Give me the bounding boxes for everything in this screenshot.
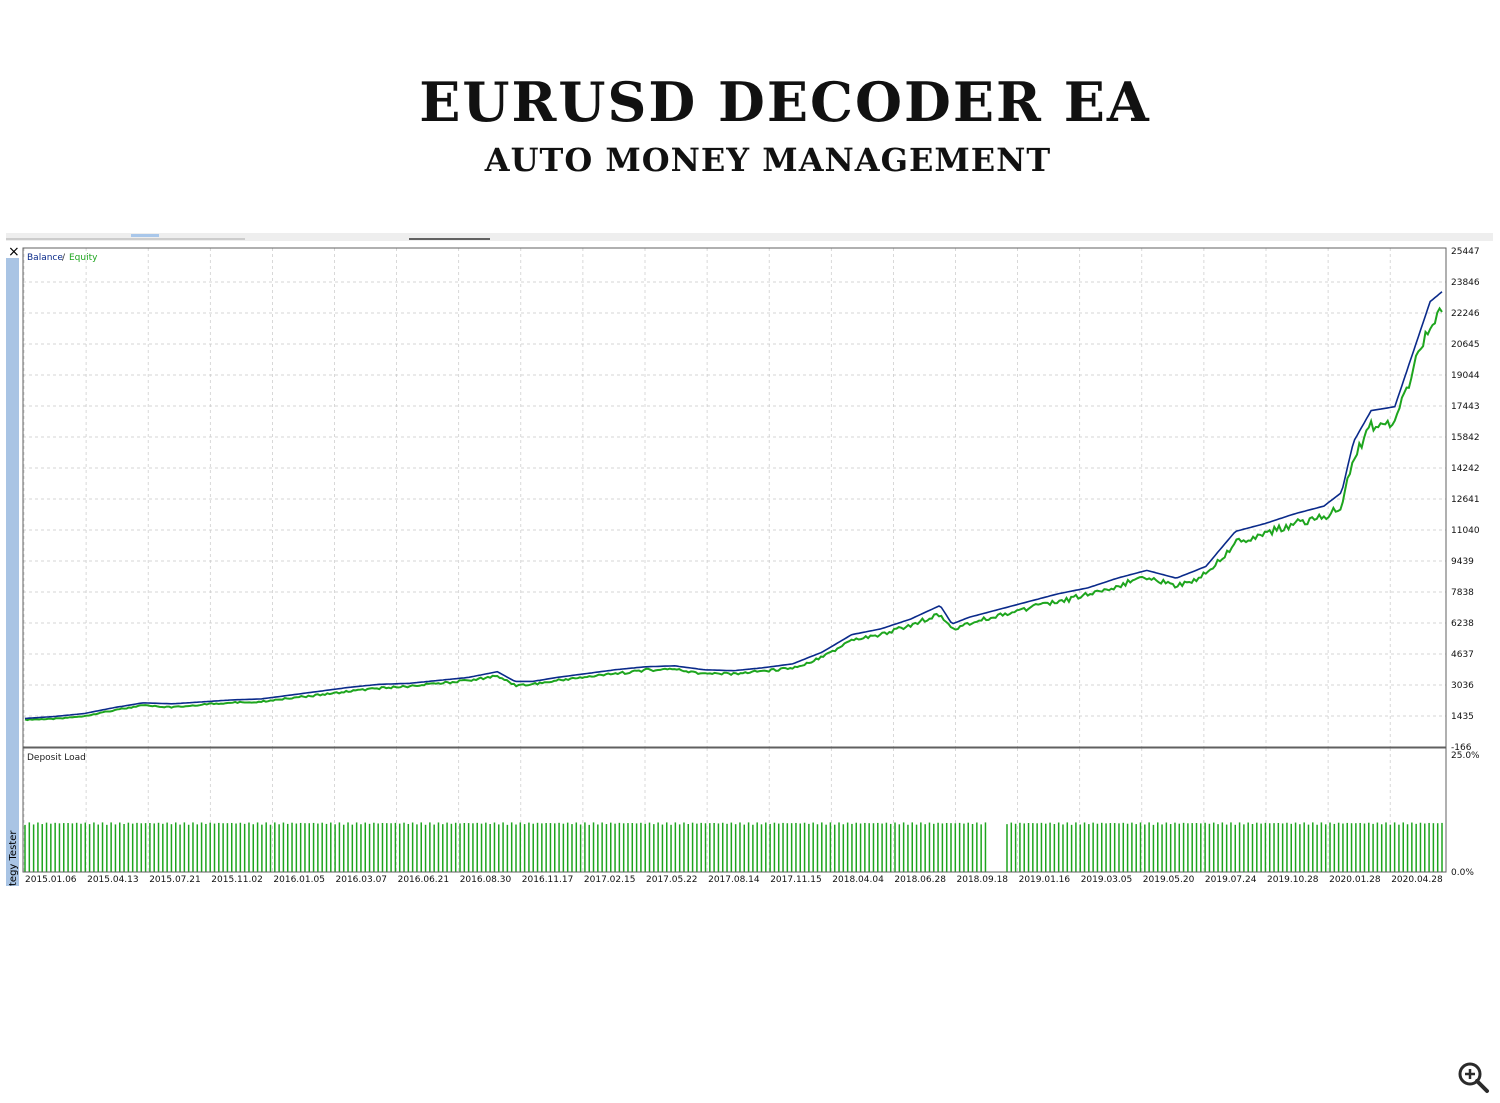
main-series [24,291,1443,722]
equity-line [24,306,1443,722]
deposit-y-tick-label: 25.0% [1451,751,1480,761]
x-tick-label: 2017.05.22 [646,875,698,885]
main-grid [23,248,1446,747]
legend-separator: / [62,253,66,263]
x-tick-label: 2018.06.28 [894,875,946,885]
chart-legend: Balance / Equity [27,253,98,263]
deposit-bars [24,822,1443,872]
y-tick-label: 9439 [1451,557,1474,567]
close-icon[interactable]: × [8,244,20,260]
y-tick-label: 11040 [1451,526,1480,536]
x-tick-label: 2016.03.07 [336,875,388,885]
x-tick-label: 2016.08.30 [460,875,512,885]
deposit-load-title: Deposit Load [27,753,86,763]
main-plot-frame [22,247,1447,748]
y-tick-label: 6238 [1451,619,1474,629]
x-tick-label: 2016.01.05 [273,875,325,885]
y-tick-label: 4637 [1451,650,1474,660]
x-tick-label: 2019.10.28 [1267,875,1319,885]
y-tick-label: 23846 [1451,278,1480,288]
page-title: EURUSD DECODER EA [419,70,1151,134]
x-tick-label: 2017.08.14 [708,875,760,885]
main-y-axis: 25447 23846 22246 20645 19044 17443 15842 14242… [1451,247,1480,753]
deposit-grid [23,748,1391,872]
y-tick-label: 1435 [1451,712,1474,722]
deposit-plot-frame [22,747,1447,873]
x-tick-label: 2018.09.18 [957,875,1009,885]
y-tick-label: 19044 [1451,371,1480,381]
y-tick-label: 17443 [1451,402,1480,412]
x-tick-label: 2020.01.28 [1329,875,1381,885]
x-tick-label: 2019.05.20 [1143,875,1195,885]
balance-line [24,291,1443,720]
side-tab-label: tegy Tester [8,830,19,886]
y-tick-label: -166 [1451,743,1472,753]
y-tick-label: 15842 [1451,433,1480,443]
x-tick-label: 2015.11.02 [211,875,263,885]
x-tick-label: 2019.01.16 [1019,875,1071,885]
x-tick-label: 2015.01.06 [25,875,77,885]
x-tick-label: 2017.02.15 [584,875,636,885]
x-tick-label: 2016.06.21 [398,875,450,885]
y-tick-label: 20645 [1451,340,1480,350]
x-tick-label: 2019.03.05 [1081,875,1133,885]
side-tab[interactable] [6,258,19,886]
page-subtitle: AUTO MONEY MANAGEMENT [484,141,1052,179]
x-tick-label: 2015.04.13 [87,875,139,885]
toolbar-strip [6,233,1493,241]
legend-equity: Equity [69,253,98,263]
deposit-y-tick-label: 0.0% [1451,868,1474,878]
zoom-in-icon[interactable] [1456,1060,1492,1096]
x-tick-label: 2020.04.28 [1391,875,1443,885]
toolbar-tab-indicator[interactable] [131,234,159,237]
y-tick-label: 12641 [1451,495,1480,505]
x-tick-label: 2018.04.04 [832,875,884,885]
y-tick-label: 7838 [1451,588,1474,598]
x-axis: 2015.01.06 2015.04.13 2015.07.21 2015.11.02… [25,875,1443,885]
x-tick-label: 2017.11.15 [770,875,822,885]
y-tick-label: 22246 [1451,309,1480,319]
x-tick-label: 2016.11.17 [522,875,574,885]
y-tick-label: 25447 [1451,247,1480,257]
x-tick-label: 2019.07.24 [1205,875,1257,885]
deposit-y-axis: 25.0% 0.0% [1451,751,1480,878]
y-tick-label: 3036 [1451,681,1474,691]
y-tick-label: 14242 [1451,464,1480,474]
legend-balance: Balance [27,253,63,263]
x-tick-label: 2015.07.21 [149,875,201,885]
